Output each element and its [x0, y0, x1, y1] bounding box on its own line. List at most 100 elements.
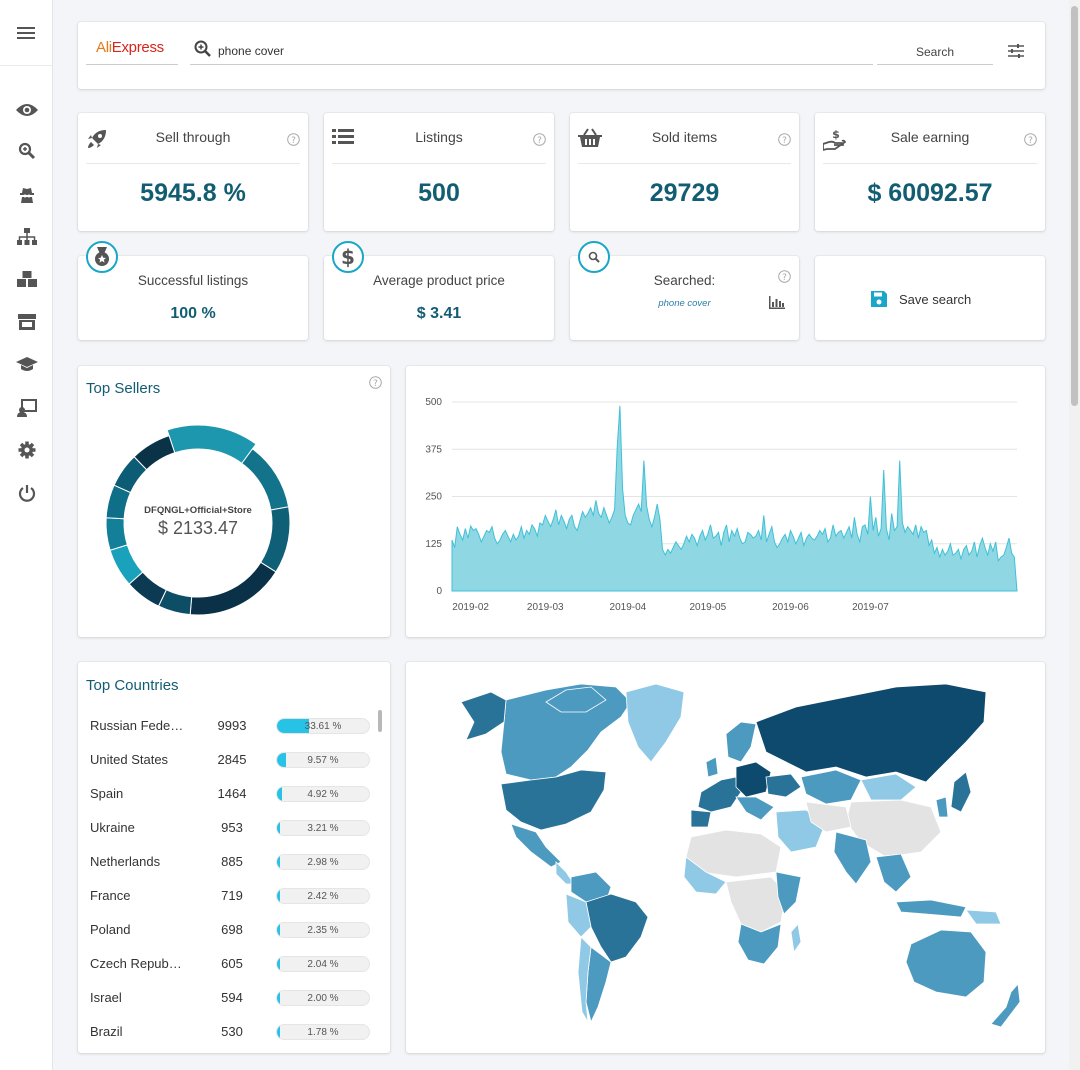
sidebar-item-products[interactable] [0, 266, 53, 292]
page-scrollbar[interactable] [1069, 0, 1080, 1070]
country-row[interactable]: Israel 594 2.00 % [90, 988, 380, 1008]
country-name: Ukraine [90, 820, 135, 835]
help-icon[interactable]: ? [778, 133, 791, 146]
map-spain[interactable] [690, 809, 712, 828]
save-search-button[interactable]: Save search [871, 291, 971, 307]
graduation-cap-icon [15, 357, 38, 371]
map-central-africa[interactable] [725, 876, 787, 933]
hamburger-icon [17, 26, 35, 39]
map-central-america[interactable] [555, 861, 575, 885]
countries-scrollbar[interactable] [378, 710, 382, 732]
country-row[interactable]: Ukraine 953 3.21 % [90, 818, 380, 838]
country-row[interactable]: Poland 698 2.35 % [90, 920, 380, 940]
sale-earning-value: $ 60092.57 [867, 179, 993, 207]
map-central-europe[interactable] [735, 761, 772, 798]
donut-slice[interactable] [189, 561, 277, 616]
sidebar-item-spy[interactable] [0, 182, 53, 208]
map-japan[interactable] [950, 771, 972, 813]
map-iran-central-asia[interactable] [805, 801, 852, 833]
donut-slice[interactable] [105, 517, 128, 551]
sidebar-item-overview[interactable] [0, 97, 53, 123]
searched-term-link[interactable]: phone cover [658, 298, 711, 309]
world-map [460, 683, 1021, 1028]
map-mexico[interactable] [510, 823, 562, 868]
map-western-europe[interactable] [697, 776, 742, 813]
map-korea[interactable] [935, 796, 949, 818]
country-row[interactable]: Czech Repub… 605 2.04 % [90, 954, 380, 974]
sidebar-item-stores[interactable] [0, 309, 53, 335]
map-ukraine[interactable] [765, 773, 802, 798]
map-mongolia[interactable] [860, 773, 917, 801]
help-icon[interactable]: ? [287, 133, 300, 146]
map-australia[interactable] [905, 929, 987, 998]
help-icon[interactable]: ? [369, 376, 382, 389]
country-percent-label: 2.35 % [307, 925, 339, 936]
map-china[interactable] [845, 799, 942, 858]
country-row[interactable]: Brazil 530 1.78 % [90, 1022, 380, 1042]
country-name: Czech Repub… [90, 956, 182, 971]
country-row[interactable]: France 719 2.42 % [90, 886, 380, 906]
svg-text:$: $ [341, 246, 355, 268]
map-usa[interactable] [500, 769, 607, 831]
map-canada[interactable] [500, 683, 632, 781]
help-icon[interactable]: ? [533, 133, 546, 146]
y-tick-label: 500 [425, 397, 442, 408]
search-query-text: phone cover [218, 44, 285, 58]
country-count: 698 [221, 922, 243, 937]
map-india[interactable] [833, 831, 872, 885]
map-east-africa[interactable] [775, 871, 802, 915]
page-scrollbar-thumb[interactable] [1071, 6, 1078, 406]
map-new-zealand[interactable] [990, 983, 1021, 1028]
map-uk[interactable] [705, 756, 719, 778]
svg-text:?: ? [373, 379, 378, 389]
sidebar-item-academy[interactable] [0, 352, 53, 378]
bar-chart-icon[interactable] [769, 296, 785, 309]
map-madagascar[interactable] [790, 923, 802, 954]
map-arctic-islands[interactable] [545, 686, 607, 713]
sidebar-item-categories[interactable] [0, 224, 53, 250]
country-name: Israel [90, 990, 122, 1005]
map-peru[interactable] [565, 893, 592, 938]
country-row[interactable]: Spain 1464 4.92 % [90, 784, 380, 804]
map-alaska[interactable] [460, 691, 507, 741]
aliexpress-logo[interactable]: AliExpress [86, 39, 178, 65]
country-row[interactable]: Russian Fede… 9993 33.61 % [90, 716, 380, 736]
map-papua[interactable] [965, 909, 1002, 925]
map-italy-balkans[interactable] [735, 796, 775, 821]
filter-sliders-icon[interactable] [1008, 44, 1024, 58]
donut-slice[interactable] [241, 448, 290, 511]
map-kazakhstan[interactable] [800, 769, 862, 805]
map-southeast-asia[interactable] [875, 853, 912, 893]
help-icon[interactable]: ? [778, 270, 791, 283]
menu-toggle-button[interactable] [0, 0, 52, 66]
save-search-card[interactable]: Save search [815, 256, 1045, 340]
sidebar-item-logout[interactable] [0, 480, 53, 506]
country-percent-bar: 2.98 % [276, 854, 370, 870]
x-tick-label: 2019-04 [610, 602, 647, 613]
country-row[interactable]: United States 2845 9.57 % [90, 750, 380, 770]
search-input[interactable]: phone cover [190, 37, 873, 65]
map-brazil[interactable] [585, 893, 649, 963]
sidebar-item-settings[interactable] [0, 437, 53, 463]
sidebar-item-support[interactable] [0, 395, 53, 421]
help-icon[interactable]: ? [1024, 133, 1037, 146]
search-button[interactable]: Search [877, 37, 993, 65]
country-row[interactable]: Netherlands 885 2.98 % [90, 852, 380, 872]
map-russia[interactable] [755, 683, 987, 783]
sales-area-series[interactable] [451, 405, 1018, 592]
donut-slice[interactable] [133, 435, 176, 471]
donut-slice[interactable] [166, 424, 257, 465]
sidebar-item-product-research[interactable] [0, 138, 53, 164]
country-count: 1464 [217, 786, 247, 801]
search-icon [194, 40, 211, 57]
support-desk-icon [16, 399, 37, 417]
map-west-africa[interactable] [683, 856, 727, 895]
country-name: Brazil [90, 1024, 123, 1039]
map-scandinavia[interactable] [725, 721, 757, 763]
map-indonesia[interactable] [895, 899, 967, 918]
logo-express-text: Express [111, 39, 164, 56]
donut-slice[interactable] [259, 506, 291, 573]
map-chile[interactable] [577, 936, 592, 1023]
map-greenland[interactable] [625, 683, 685, 763]
map-southern-africa[interactable] [737, 923, 782, 965]
